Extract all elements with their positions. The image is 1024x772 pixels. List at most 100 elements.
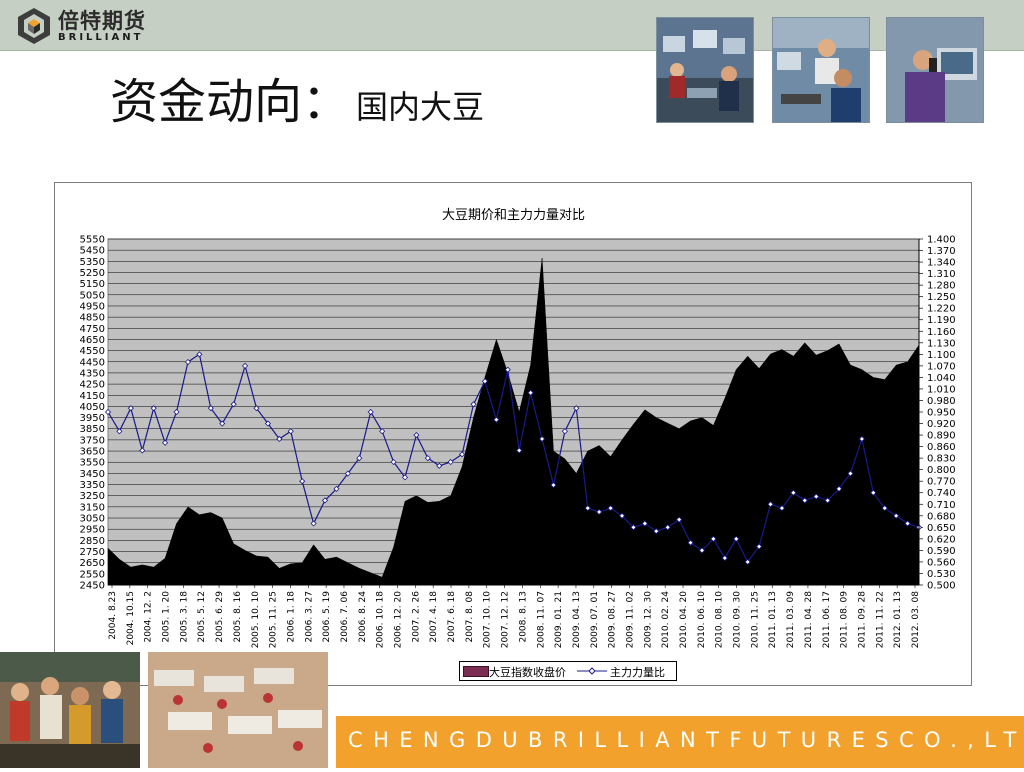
series-ratio-point [493, 416, 500, 423]
x-tick-label: 2005. 1. 20 [162, 591, 172, 643]
x-tick-label: 2005. 6. 29 [215, 591, 225, 643]
y-left-tick-label: 3250 [80, 491, 105, 502]
series-ratio-point [733, 535, 740, 542]
y-right-tick-label: 0.650 [927, 523, 956, 534]
y-right-tick-label: 1.070 [927, 361, 956, 372]
x-tick-label: 2012. 01. 13 [893, 591, 903, 648]
series-ratio-point [584, 505, 591, 512]
operator-headset-photo [772, 17, 870, 123]
series-ratio-point [596, 508, 603, 516]
series-ratio-point [470, 401, 477, 408]
chart-title: 大豆期价和主力力量对比 [442, 208, 585, 223]
series-ratio-point [618, 512, 626, 519]
x-tick-label: 2005. 10. 10 [251, 591, 261, 649]
y-left-tick-label: 5050 [80, 290, 105, 301]
y-right-tick-label: 1.100 [927, 350, 956, 361]
y-left-tick-label: 4050 [80, 402, 105, 413]
series-ratio-point [424, 455, 431, 462]
y-right-tick-label: 1.220 [927, 304, 956, 315]
series-ratio-point [698, 547, 706, 554]
series-ratio-point [870, 489, 877, 496]
series-ratio-point [653, 528, 660, 535]
series-ratio-point [790, 489, 797, 496]
series-ratio-point [276, 435, 283, 442]
x-tick-label: 2007. 2. 26 [411, 591, 421, 643]
y-right-tick-label: 1.040 [927, 373, 956, 384]
legend-label-price: 大豆指数收盘价 [489, 666, 566, 679]
y-right-tick-label: 1.340 [927, 258, 956, 269]
series-ratio-point [561, 428, 568, 435]
series-ratio-point [390, 458, 397, 466]
x-tick-label: 2004. 12. 2 [144, 591, 154, 643]
y-right-tick-label: 1.400 [927, 235, 956, 246]
y-left-tick-label: 4850 [80, 313, 105, 324]
company-name: CHENGDUBRILLIANTFUTURESCO.,LTD. [348, 728, 1024, 752]
y-left-tick-label: 3550 [80, 458, 105, 469]
trading-floor-photo [656, 17, 754, 123]
x-tick-label: 2009. 12. 30 [643, 591, 653, 649]
y-right-tick-label: 0.860 [927, 442, 956, 453]
series-ratio-point [162, 439, 169, 446]
series-ratio-point [367, 408, 374, 416]
y-left-tick-label: 4450 [80, 357, 105, 368]
y-right-tick-label: 0.920 [927, 419, 956, 430]
series-ratio-point [527, 389, 534, 396]
y-right-tick-label: 0.620 [927, 534, 956, 545]
trader-phone-photo [886, 17, 984, 123]
x-tick-label: 2011. 11. 22 [875, 591, 885, 648]
series-ratio-point [893, 512, 900, 519]
series-ratio-point [356, 455, 363, 462]
x-tick-label: 2007. 12. 12 [501, 591, 511, 648]
chart-frame: 大豆期价和主力力量对比 2450 2550 2650 2750 2850 2950 3050 3… [54, 182, 972, 686]
series-ratio-point [824, 497, 831, 504]
y-right-tick-label: 0.680 [927, 511, 956, 522]
y-right-tick-label: 0.590 [927, 546, 956, 557]
legend-swatch-price [463, 666, 489, 677]
x-tick-label: 2009. 04. 13 [572, 591, 582, 648]
bottom-photos [0, 652, 330, 768]
series-ratio-point [756, 543, 763, 550]
x-tick-label: 2008. 11. 07 [536, 591, 546, 648]
series-ratio-point [287, 428, 294, 435]
series-ratio-point [676, 516, 683, 523]
y-right-tick-label: 1.250 [927, 292, 956, 303]
title-main: 资金动向： [110, 74, 351, 130]
series-ratio-point [344, 470, 351, 477]
logo-cube-icon [18, 8, 50, 44]
series-ratio-point [801, 497, 808, 504]
series-ratio-point [321, 497, 329, 504]
y-left-tick-label: 5450 [80, 246, 105, 257]
x-tick-label: 2004. 10.15 [126, 591, 136, 645]
series-ratio-point [481, 378, 489, 385]
series-ratio-point [813, 493, 820, 500]
x-tick-label: 2006. 1. 18 [286, 591, 296, 643]
x-tick-label: 2004. 8.23 [108, 591, 118, 640]
y-left-tick-label: 4550 [80, 346, 105, 357]
x-tick-label: 2011. 09. 28 [857, 591, 867, 649]
series-ratio-point [778, 505, 785, 512]
y-left-tick-label: 4150 [80, 391, 105, 402]
x-tick-label: 2007. 6. 18 [447, 591, 457, 643]
x-tick-label: 2010. 02. 24 [661, 591, 671, 649]
y-right-tick-label: 0.530 [927, 569, 956, 580]
x-tick-label: 2009. 01. 21 [554, 591, 564, 648]
series-ratio-point [447, 458, 454, 466]
y-right-tick-label: 1.190 [927, 315, 956, 326]
x-tick-label: 2005. 5. 12 [197, 591, 207, 643]
series-ratio-point [504, 366, 511, 373]
x-tick-label: 2010. 09. 30 [733, 591, 743, 649]
x-tick-label: 2007. 4. 18 [429, 591, 439, 643]
series-ratio-point [242, 362, 249, 369]
y-left-tick-label: 3950 [80, 413, 105, 424]
x-tick-label: 2006. 10. 18 [376, 591, 386, 649]
x-tick-label: 2009. 08. 27 [608, 591, 618, 648]
series-ratio-point [219, 420, 226, 427]
y-left-tick-label: 5350 [80, 257, 105, 268]
x-tick-label: 2009. 11. 02 [625, 591, 635, 648]
y-left-tick-label: 4350 [80, 368, 105, 379]
y-right-tick-label: 0.740 [927, 488, 956, 499]
y-left-tick-label: 2650 [80, 558, 105, 569]
brilliant-logo: 倍特期货 BRILLIANT [16, 5, 176, 47]
y-right-tick-label: 0.560 [927, 557, 956, 568]
series-ratio-point [401, 474, 409, 481]
